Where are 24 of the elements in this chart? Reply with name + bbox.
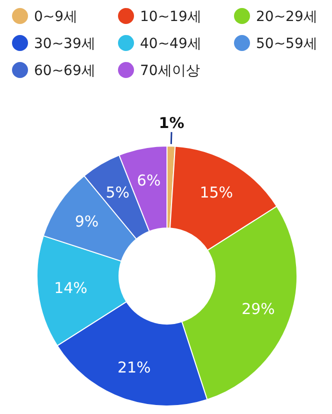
data-label: 29% — [242, 300, 275, 318]
legend-item: 70세이상 — [118, 62, 200, 79]
legend-item: 10~19세 — [118, 8, 202, 25]
legend-label: 40~49세 — [140, 36, 202, 52]
data-label: 6% — [136, 172, 161, 190]
data-label: 14% — [54, 279, 88, 298]
legend-item: 50~59세 — [234, 35, 318, 52]
legend-item: 40~49세 — [118, 35, 202, 52]
legend-label: 50~59세 — [256, 36, 318, 52]
legend-item: 0~9세 — [12, 8, 78, 25]
data-label: 9% — [74, 212, 99, 230]
legend-item: 30~39세 — [12, 35, 96, 52]
data-label: 21% — [117, 358, 151, 376]
legend-label: 30~39세 — [34, 36, 96, 52]
data-label: 15% — [200, 184, 234, 202]
legend-label: 60~69세 — [34, 63, 96, 79]
legend-label: 0~9세 — [34, 9, 78, 25]
data-label: 5% — [106, 184, 130, 202]
data-label: 1% — [158, 114, 184, 132]
legend-label: 70세이상 — [140, 63, 200, 79]
legend-label: 10~19세 — [140, 9, 202, 25]
legend-item: 60~69세 — [12, 62, 96, 79]
legend-label: 20~29세 — [256, 9, 318, 25]
legend-item: 20~29세 — [234, 8, 318, 25]
